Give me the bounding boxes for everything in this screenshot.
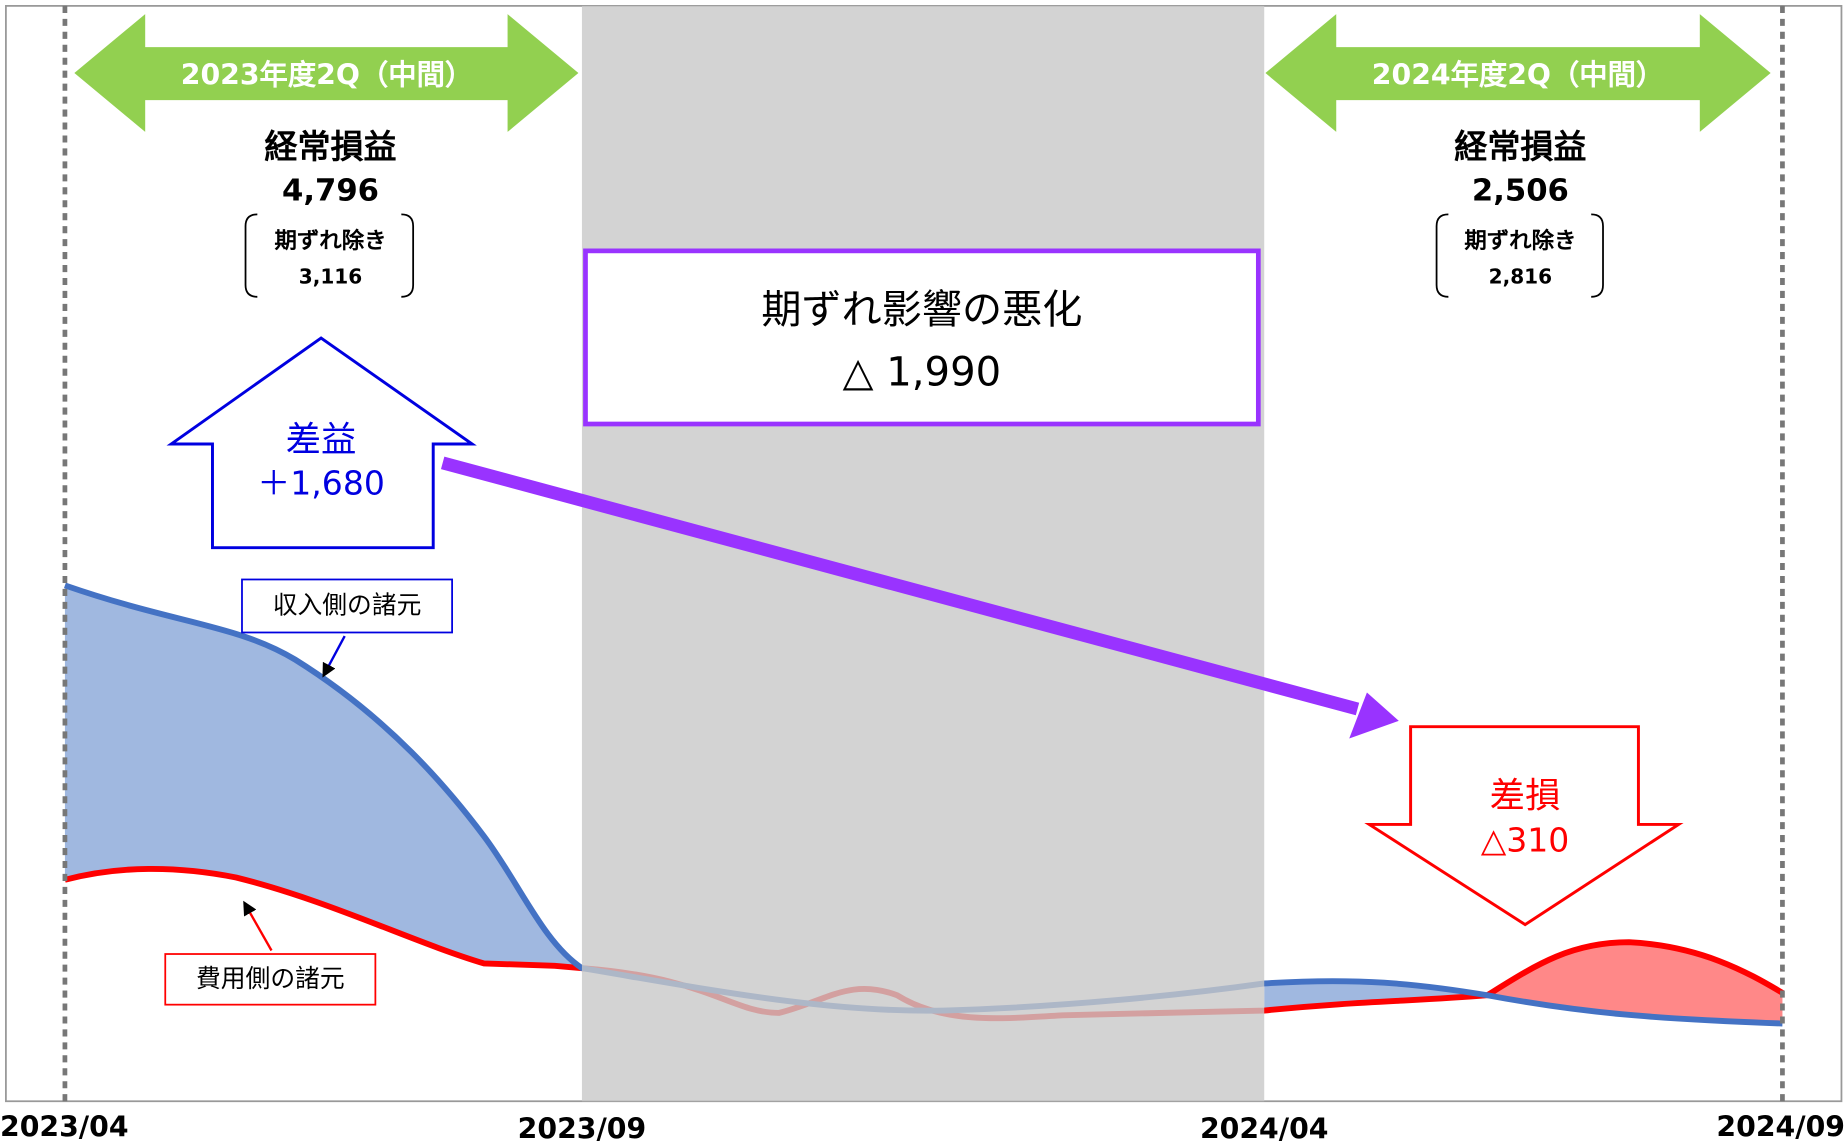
loss-arrow bbox=[1364, 725, 1684, 927]
center-box bbox=[583, 248, 1261, 427]
period-label: 2023年度2Q（中間） bbox=[181, 59, 473, 92]
center-title: 期ずれ影響の悪化 bbox=[761, 287, 1082, 333]
heading: 経常損益 bbox=[264, 127, 396, 166]
loss-value: △310 bbox=[1481, 821, 1569, 860]
gain-arrow bbox=[166, 336, 477, 550]
bracket bbox=[244, 213, 415, 298]
gain-title: 差益 bbox=[286, 420, 357, 461]
label-pointer bbox=[322, 635, 346, 678]
purple-arrowhead bbox=[1349, 692, 1399, 739]
value: 2,506 bbox=[1472, 174, 1569, 209]
note-label: 期ずれ除き bbox=[1464, 227, 1576, 254]
note-value: 2,816 bbox=[1489, 264, 1552, 288]
note-value: 3,116 bbox=[299, 264, 362, 288]
period-arrow bbox=[74, 14, 579, 132]
loss-title: 差損 bbox=[1490, 775, 1561, 816]
note-label: 期ずれ除き bbox=[274, 227, 386, 254]
gain-value: ＋1,680 bbox=[257, 464, 385, 503]
x-label: 2024/04 bbox=[1200, 1113, 1329, 1146]
label-box bbox=[164, 953, 377, 1006]
cost-label: 費用側の諸元 bbox=[196, 964, 345, 993]
center-value: △ 1,990 bbox=[843, 350, 1001, 396]
label-box bbox=[241, 578, 453, 634]
value: 4,796 bbox=[282, 174, 379, 209]
x-label: 2023/09 bbox=[518, 1113, 647, 1146]
bracket bbox=[1435, 213, 1604, 298]
loss-area bbox=[1487, 942, 1783, 1024]
label-pointer bbox=[243, 900, 273, 952]
gray-band bbox=[581, 5, 1265, 1102]
x-label: 2024/09 bbox=[1716, 1110, 1845, 1143]
purple-arrow bbox=[440, 456, 1360, 716]
x-label: 2023/04 bbox=[0, 1110, 129, 1143]
heading: 経常損益 bbox=[1454, 127, 1586, 166]
period-arrow bbox=[1265, 14, 1771, 132]
period-label: 2024年度2Q（中間） bbox=[1372, 59, 1664, 92]
gain-area bbox=[64, 585, 582, 969]
revenue-label: 収入側の諸元 bbox=[273, 591, 422, 620]
